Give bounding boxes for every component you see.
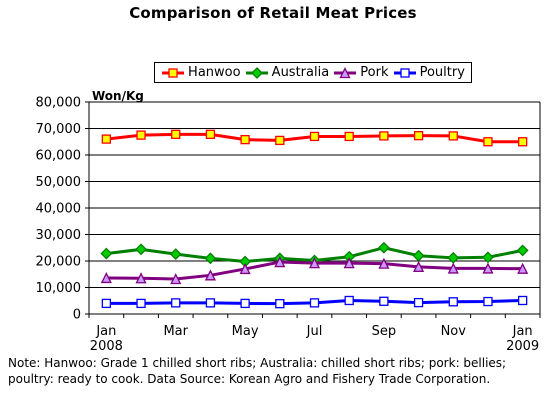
legend-label: Pork [360,65,389,80]
data-point-australia [204,252,217,265]
data-point-australia [482,251,494,264]
data-point-hanwoo [240,134,250,145]
legend-item-pork: Pork [333,65,388,80]
legend-item-poultry: Poultry [393,65,465,80]
data-point-australia [169,248,182,261]
y-tick-label: 70,000 [36,122,82,137]
data-point-hanwoo [379,131,389,141]
data-point-poultry [483,296,493,307]
x-tick-label: Mar [163,324,188,339]
data-point-hanwoo [309,131,320,142]
data-point-pork [239,262,251,275]
data-point-poultry [275,299,285,309]
data-point-australia [412,249,425,262]
data-point-hanwoo [344,131,354,142]
data-point-pork [413,260,425,272]
data-point-hanwoo [136,130,146,140]
legend-swatch-marker [399,67,410,78]
data-point-hanwoo [171,129,181,139]
line-chart: 0 10,000 20,000 30,000 40,000 50,000 60,000 70,… [36,96,541,354]
data-point-poultry [136,298,146,309]
legend-swatch-marker [168,67,178,78]
data-point-pork [378,257,390,269]
x-tick-label: Jul [306,324,323,339]
data-point-pork [343,257,355,269]
data-point-poultry [448,297,458,307]
data-point-poultry [171,298,181,308]
x-tick-label: Jan [95,324,116,339]
legend-swatch [162,67,185,78]
y-tick-label: 40,000 [36,202,82,217]
data-point-australia [135,243,147,256]
data-point-pork [482,262,494,274]
data-point-pork [447,262,459,274]
y-axis-label: Won/Kg [92,89,144,103]
y-tick-label: 30,000 [36,228,82,243]
legend-label: Poultry [419,65,465,80]
data-point-hanwoo [413,131,424,141]
x-tick-label: May [232,324,259,339]
legend-swatch [393,67,416,78]
data-point-poultry [413,297,424,308]
y-tick-label: 0 [73,308,81,323]
data-point-hanwoo [101,134,111,144]
data-point-poultry [205,298,216,308]
data-point-pork [170,273,182,285]
data-point-poultry [344,295,354,306]
data-point-poultry [309,298,320,308]
data-point-australia [377,241,390,254]
data-point-australia [516,244,529,257]
legend-label: Australia [271,65,330,80]
legend-label: Hanwoo [188,65,241,80]
y-tick-label: 60,000 [36,149,82,164]
data-point-poultry [518,295,528,306]
x-tick-label-year: 2009 [506,339,539,354]
x-tick-label-year: 2008 [90,339,123,354]
data-point-pork [135,272,147,284]
legend-swatch-marker [250,66,263,79]
data-point-hanwoo [275,135,285,146]
chart-title: Comparison of Retail Meat Prices [129,4,417,22]
data-point-pork [308,257,321,269]
data-point-pork [517,262,529,274]
x-tick-label: Jan [512,324,533,339]
chart-legend: Hanwoo Australia Pork Poultry [154,62,472,83]
data-point-poultry [101,298,111,309]
data-point-hanwoo [518,137,528,147]
legend-swatch [334,66,357,78]
x-tick-label: Nov [441,324,467,339]
data-point-pork [274,256,286,268]
legend-item-hanwoo: Hanwoo [161,65,241,80]
data-point-poultry [379,296,389,306]
y-tick-label: 50,000 [36,175,82,190]
data-point-pork [204,269,216,281]
data-point-hanwoo [483,137,493,147]
y-tick-label: 10,000 [36,281,82,296]
data-point-hanwoo [448,131,458,141]
x-tick-label: Sep [372,324,397,339]
chart-footnote: Note: Hanwoo: Grade 1 chilled short ribs… [8,356,507,386]
data-point-poultry [240,298,250,309]
y-tick-label: 80,000 [36,96,82,111]
data-point-pork [100,272,112,284]
legend-swatch-marker [339,66,351,78]
data-point-hanwoo [205,129,216,139]
data-point-australia [100,247,113,260]
y-tick-label: 20,000 [36,255,82,270]
legend-swatch [245,66,268,79]
legend-item-australia: Australia [245,65,330,80]
